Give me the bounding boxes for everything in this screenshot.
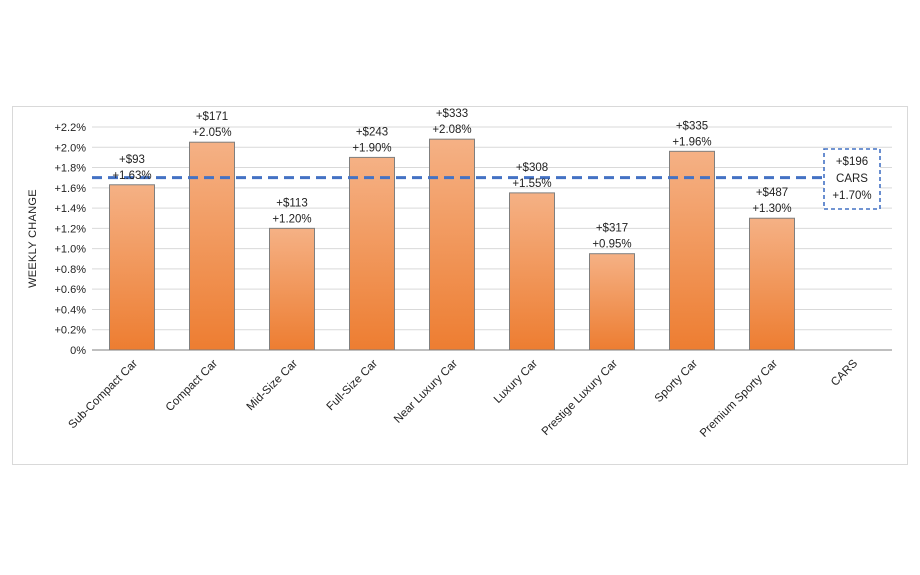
bar-chart: 0% +0.2% +0.4% +0.6% +0.8% +1.0% +1.2% +1.4% +1.…	[27, 108, 892, 440]
bar	[269, 227, 315, 351]
reference-callout-box	[823, 148, 881, 210]
y-axis-ticks: 0% +0.2% +0.4% +0.6% +0.8% +1.0% +1.2% +1.4% +1.…	[55, 122, 87, 357]
chart-frame: 0% +0.2% +0.4% +0.6% +0.8% +1.0% +1.2% +1.4% +1.…	[12, 106, 908, 465]
x-axis-categories: Sub-Compact Car Compact Car Mid-Size Car Fu…	[67, 357, 861, 439]
data-label: +$333	[436, 108, 468, 120]
data-label: +$93	[119, 154, 145, 166]
bar	[109, 184, 155, 351]
y-tick-label: +0.2%	[55, 325, 87, 337]
data-label: +$335	[676, 120, 708, 132]
bars	[109, 138, 795, 351]
bar	[749, 217, 795, 351]
bar	[589, 253, 635, 351]
y-tick-label: +1.0%	[55, 244, 87, 256]
bar	[509, 192, 555, 351]
reference-callout-label: +1.70%	[832, 190, 871, 202]
data-label: +0.95%	[592, 239, 631, 251]
data-label: +1.90%	[352, 142, 391, 154]
bar	[429, 138, 475, 351]
data-label: +1.30%	[752, 203, 791, 215]
category-label: Luxury Car	[492, 358, 540, 406]
reference-callout-label: +$196	[836, 156, 868, 168]
y-tick-label: +1.8%	[55, 163, 87, 175]
axes: WEEKLY CHANGE	[27, 189, 892, 351]
y-axis-title: WEEKLY CHANGE	[27, 189, 39, 288]
reference-callout-label: CARS	[836, 173, 868, 185]
data-label: +$243	[356, 126, 388, 138]
y-tick-label: +0.8%	[55, 264, 87, 276]
data-label: +1.55%	[512, 178, 551, 190]
bar	[189, 141, 235, 351]
data-label: +1.63%	[112, 170, 151, 182]
y-tick-label: +0.6%	[55, 284, 87, 296]
y-tick-label: +1.2%	[55, 223, 87, 235]
y-tick-label: +2.2%	[55, 122, 87, 134]
category-label: CARS	[829, 357, 860, 388]
data-label: +$487	[756, 187, 788, 199]
data-labels: +$93 +1.63% +$171 +2.05% +$113 +1.20% +$243 +1.…	[112, 108, 881, 251]
y-tick-label: +1.4%	[55, 203, 87, 215]
data-label: +2.08%	[432, 124, 471, 136]
y-tick-label: +1.6%	[55, 183, 87, 195]
data-label: +1.96%	[672, 136, 711, 148]
data-label: +1.20%	[272, 213, 311, 225]
data-label: +$171	[196, 111, 228, 123]
bar	[669, 150, 715, 351]
data-label: +$308	[516, 162, 548, 174]
category-label: Mid-Size Car	[245, 358, 301, 414]
y-tick-label: +2.0%	[55, 142, 87, 154]
data-label: +$113	[276, 197, 307, 209]
y-tick-label: 0%	[70, 345, 86, 357]
data-label: +2.05%	[192, 127, 231, 139]
bar	[349, 156, 395, 351]
category-label: Sporty Car	[653, 358, 700, 405]
category-label: Prestige Luxury Car	[540, 358, 620, 438]
category-label: Premium Sporty Car	[698, 358, 780, 440]
category-label: Full-Size Car	[325, 358, 381, 414]
category-label: Compact Car	[164, 358, 221, 415]
data-label: +$317	[596, 223, 628, 235]
category-label: Near Luxury Car	[392, 358, 460, 426]
category-label: Sub-Compact Car	[67, 358, 141, 432]
y-tick-label: +0.4%	[55, 304, 87, 316]
